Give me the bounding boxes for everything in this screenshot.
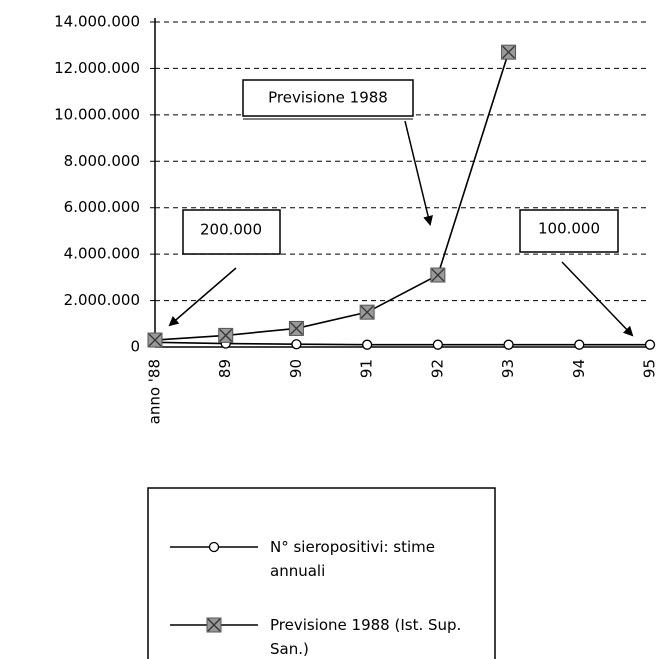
x-tick-label: 90 — [287, 359, 305, 378]
point-cross — [219, 328, 233, 342]
point-cross — [431, 268, 445, 282]
point — [291, 339, 302, 350]
annotation-arrow — [168, 267, 237, 327]
point — [432, 339, 444, 350]
annotation: 100.000 — [538, 220, 600, 238]
legend-label: Previsione 1988 (Ist. Sup. San.) — [270, 616, 462, 658]
annotation: 200.000 — [200, 221, 262, 239]
y-tick-label: 14.000.000 — [54, 13, 140, 31]
annotation-box — [519, 209, 619, 253]
point — [288, 320, 304, 336]
annotation-arrow — [561, 261, 634, 337]
x-tick-label: 94 — [570, 359, 588, 378]
point — [503, 339, 514, 350]
annotation-box — [182, 209, 281, 255]
point — [644, 339, 656, 350]
series-line — [154, 341, 650, 346]
point-cross — [289, 321, 303, 335]
x-tick-label: 92 — [428, 359, 446, 378]
legend-marker-cross — [207, 618, 221, 632]
series-line — [154, 51, 510, 341]
x-tick-label: anno '88 — [146, 359, 164, 424]
y-tick-label: 6.000.000 — [64, 198, 140, 216]
annotation: Previsione 1988 — [268, 89, 388, 107]
point — [361, 339, 373, 350]
annotation-arrow — [404, 120, 433, 226]
x-tick-label: 91 — [358, 359, 376, 378]
y-tick-label: 8.000.000 — [64, 152, 140, 170]
y-tick-label: 4.000.000 — [64, 245, 140, 263]
point-cross — [502, 45, 516, 59]
point — [218, 327, 234, 343]
y-tick-label: 2.000.000 — [64, 291, 140, 309]
y-tick-label: 0 — [130, 338, 140, 356]
legend-label: N° sieropositivi: stime annuali — [270, 538, 436, 580]
x-tick-label: 89 — [216, 359, 234, 378]
annotation-box — [242, 79, 414, 117]
x-tick-label: 93 — [499, 359, 517, 378]
legend-box — [147, 487, 496, 659]
point — [359, 304, 375, 320]
annotations: Previsione 1988 200.000 100.000 — [168, 79, 634, 337]
point-cross — [360, 305, 374, 319]
point — [501, 44, 517, 60]
x-tick-label: 95 — [641, 359, 656, 378]
point-cross — [148, 333, 162, 347]
point — [574, 339, 585, 350]
y-tick-label: 12.000.000 — [54, 59, 140, 77]
point — [147, 332, 163, 348]
y-tick-label: 10.000.000 — [54, 105, 140, 123]
legend-marker — [208, 541, 220, 553]
plot: 0 2.000.000 4.000.000 6.000.000 8.000.000 10.… — [54, 13, 656, 425]
point — [430, 267, 446, 283]
